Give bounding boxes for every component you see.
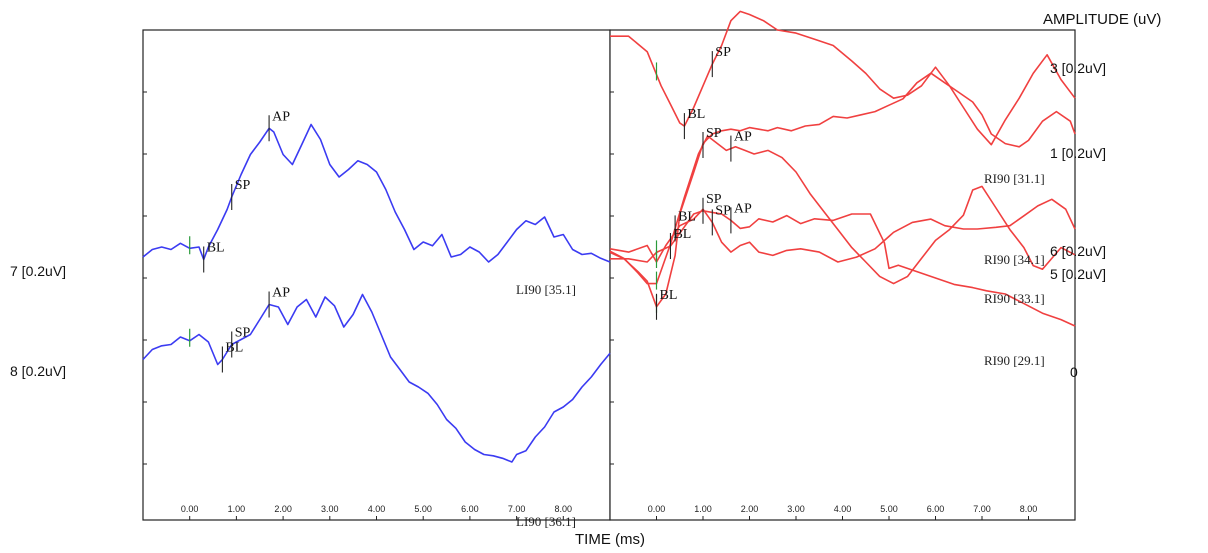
trace-5-line — [609, 135, 1076, 285]
marker-label-sp: SP — [706, 126, 722, 141]
x-tick-label: 8.00 — [1020, 504, 1038, 514]
left-panel-frame — [142, 29, 611, 521]
marker-label-ap: AP — [272, 286, 290, 301]
x-tick-label: 3.00 — [321, 504, 339, 514]
trace-5-end-label: RI90 [33.1] — [984, 291, 1045, 306]
plot-panels: 0.00 1.00 2.00 3.00 4.00 5.00 6.00 7.00 8.00 0.00… — [142, 29, 1076, 521]
marker-label-ap: AP — [734, 130, 752, 145]
marker-label-ap: AP — [734, 201, 752, 216]
marker-label-bl: BL — [660, 288, 678, 303]
x-tick-label: 1.00 — [694, 504, 712, 514]
trace-6-line — [609, 198, 1076, 263]
marker-label-sp: SP — [235, 178, 251, 193]
left-label-7: 7 [0.2uV] — [10, 263, 66, 279]
trace-6-end-label: RI90 [34.1] — [984, 252, 1045, 267]
x-tick-label: 7.00 — [973, 504, 991, 514]
x-tick-label: 3.00 — [787, 504, 805, 514]
x-tick-label: 6.00 — [927, 504, 945, 514]
trace-3-line — [610, 10, 1076, 146]
trace-8-end-label: LI90 [36.1] — [516, 514, 576, 529]
right-label-3: 3 [0.2uV] — [1050, 60, 1106, 76]
trace-8-line — [142, 293, 611, 463]
x-tick-label: 0.00 — [648, 504, 666, 514]
marker-label-bl: BL — [687, 107, 705, 122]
marker-label-bl: BL — [673, 227, 691, 242]
x-tick-label: 1.00 — [228, 504, 246, 514]
right-label-5: 5 [0.2uV] — [1050, 266, 1106, 282]
axis-title-time: TIME (ms) — [575, 531, 645, 548]
axis-title-amplitude: AMPLITUDE (uV) — [1043, 11, 1161, 28]
axis-ticks: 0.00 1.00 2.00 3.00 4.00 5.00 6.00 7.00 8.00 0.00… — [143, 29, 1038, 520]
right-label-0: 0 — [1070, 364, 1078, 380]
x-tick-label: 6.00 — [461, 504, 479, 514]
x-tick-label: 2.00 — [274, 504, 292, 514]
trace-1-line — [610, 210, 1076, 327]
x-tick-label: 7.00 — [508, 504, 526, 514]
x-tick-label: 4.00 — [368, 504, 386, 514]
marker-label-bl: BL — [678, 209, 696, 224]
x-tick-label: 5.00 — [414, 504, 432, 514]
traces-layer — [142, 10, 1076, 463]
marker-label-bl: BL — [225, 341, 243, 356]
trace-7-end-label: LI90 [35.1] — [516, 282, 576, 297]
marker-label-sp: SP — [706, 192, 722, 207]
right-label-6: 6 [0.2uV] — [1050, 243, 1106, 259]
marker-label-sp: SP — [235, 326, 251, 341]
trace-0-end-label: RI90 [29.1] — [984, 353, 1045, 368]
left-label-8: 8 [0.2uV] — [10, 363, 66, 379]
right-label-1: 1 [0.2uV] — [1050, 145, 1106, 161]
x-tick-label: 5.00 — [880, 504, 898, 514]
trace-7-line — [142, 123, 611, 263]
x-tick-label: 2.00 — [741, 504, 759, 514]
x-tick-label: 4.00 — [834, 504, 852, 514]
x-tick-label: 8.00 — [555, 504, 573, 514]
trace-1-end-label: RI90 [31.1] — [984, 171, 1045, 186]
marker-label-sp: SP — [715, 45, 731, 60]
marker-label-ap: AP — [272, 109, 290, 124]
marker-label-sp: SP — [715, 203, 731, 218]
x-tick-label: 0.00 — [181, 504, 199, 514]
trace-0-line — [609, 72, 1076, 308]
right-panel-frame — [609, 29, 1076, 521]
marker-label-bl: BL — [207, 241, 225, 256]
